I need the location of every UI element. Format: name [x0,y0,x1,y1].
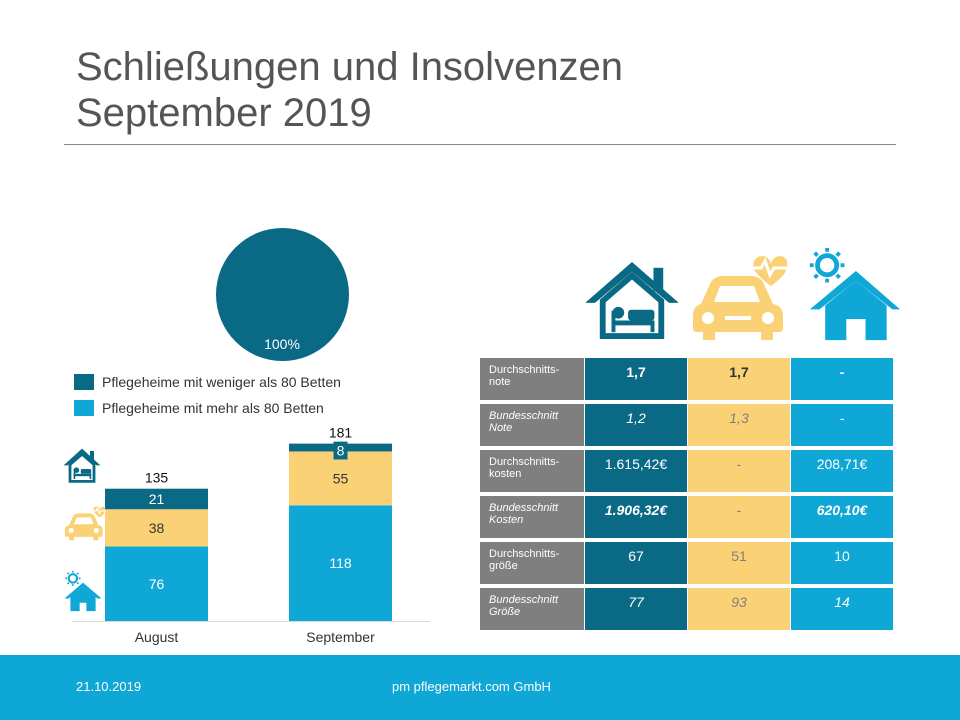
legend-label: Pflegeheime mit mehr als 80 Betten [102,400,324,416]
chart-legend: Pflegeheime mit weniger als 80 Betten Pf… [74,369,341,421]
house-sun-icon [809,247,901,341]
table-cell: 93 [688,588,791,630]
table-cell: 14 [791,588,894,630]
house-bed-icon [585,261,679,340]
footer-company: pm pflegemarkt.com GmbH [392,679,551,694]
car-heart-icon [693,256,789,340]
table-cell: 77 [585,588,688,630]
table-cell: 208,71€ [791,450,894,492]
bar-data-label: 118 [329,555,352,571]
bar-data-label: 21 [149,491,165,507]
row-label: Bundesschnitt Größe [480,588,585,630]
bar-label-bg [333,441,348,460]
table-cell: 1,7 [585,358,688,400]
bar-segment [105,546,208,621]
table-row: Bundesschnitt Note 1,2 1,3 - [480,404,894,446]
x-tick-label: September [306,629,375,645]
title-line-2: September 2019 [76,91,372,135]
pie-data-label: 100% [264,336,300,352]
title-divider [64,144,896,145]
table-cell: - [688,450,791,492]
pie-slice-full [216,228,349,361]
bar-data-label: 8 [337,442,345,458]
house-bed-icon [63,448,101,483]
table-cell: 1,2 [585,404,688,446]
comparison-table: Durchschnitts-note 1,7 1,7 - Bundesschni… [480,354,894,634]
footer-date: 21.10.2019 [76,679,142,694]
table-row: Durchschnitts-note 1,7 1,7 - [480,358,894,400]
legend-item-large-homes: Pflegeheime mit mehr als 80 Betten [74,395,341,421]
footer-bar: 21.10.2019 pm pflegemarkt.com GmbH [0,655,960,720]
legend-swatch-light [74,400,94,416]
table-cell: 10 [791,542,894,584]
bar-data-label: 55 [333,470,349,486]
table-row: Bundesschnitt Größe 77 93 14 [480,588,894,630]
table-cell: 620,10€ [791,496,894,538]
bar-segment [105,488,208,510]
table-cell: - [688,496,791,538]
table-row: Bundesschnitt Kosten 1.906,32€ - 620,10€ [480,496,894,538]
bar-data-label: 38 [149,520,165,536]
legend-label: Pflegeheime mit weniger als 80 Betten [102,374,341,390]
legend-item-small-homes: Pflegeheime mit weniger als 80 Betten [74,369,341,395]
row-label: Durchschnitts-kosten [480,450,585,492]
title-line-1: Schließungen und Insolvenzen [76,45,624,89]
car-heart-icon [64,506,106,541]
table-cell: 51 [688,542,791,584]
table-row: Durchschnitts-kosten 1.615,42€ - 208,71€ [480,450,894,492]
row-label: Durchschnitts-größe [480,542,585,584]
legend-swatch-dark [74,374,94,390]
row-label: Bundesschnitt Kosten [480,496,585,538]
bar-segment [289,451,392,506]
table-cell: 1.906,32€ [585,496,688,538]
row-label: Durchschnitts-note [480,358,585,400]
table-cell: 1,7 [688,358,791,400]
table-cell: 1,3 [688,404,791,446]
house-sun-icon [64,570,102,612]
page-title: Schließungen und Insolvenzen September 2… [76,44,896,136]
table-cell: 67 [585,542,688,584]
x-tick-label: August [135,629,179,645]
table-cell: 1.615,42€ [585,450,688,492]
bar-data-label: 76 [149,576,165,592]
table-row: Durchschnitts-größe 67 51 10 [480,542,894,584]
bar-total-label: 135 [145,470,169,486]
row-label: Bundesschnitt Note [480,404,585,446]
table-cell: - [791,404,894,446]
bar-segment [289,505,392,621]
table-cell: - [791,358,894,400]
bar-total-label: 181 [329,425,353,441]
bar-segment [105,509,208,547]
